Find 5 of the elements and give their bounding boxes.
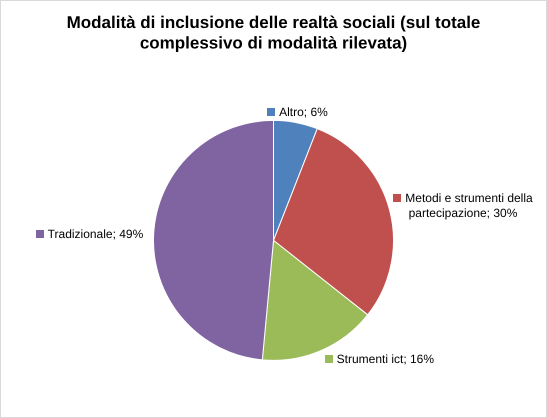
- legend-label: Metodi e strumenti della partecipazione; 30%: [405, 191, 533, 220]
- chart-title: Modalità di inclusione delle realtà sociali (sul totale complessivo di modalità rilevata): [66, 12, 480, 52]
- legend-label: Strumenti ict; 16%: [336, 352, 434, 366]
- legend-label: Altro; 6%: [279, 105, 328, 120]
- legend-label: Tradizionale; 49%: [48, 226, 144, 241]
